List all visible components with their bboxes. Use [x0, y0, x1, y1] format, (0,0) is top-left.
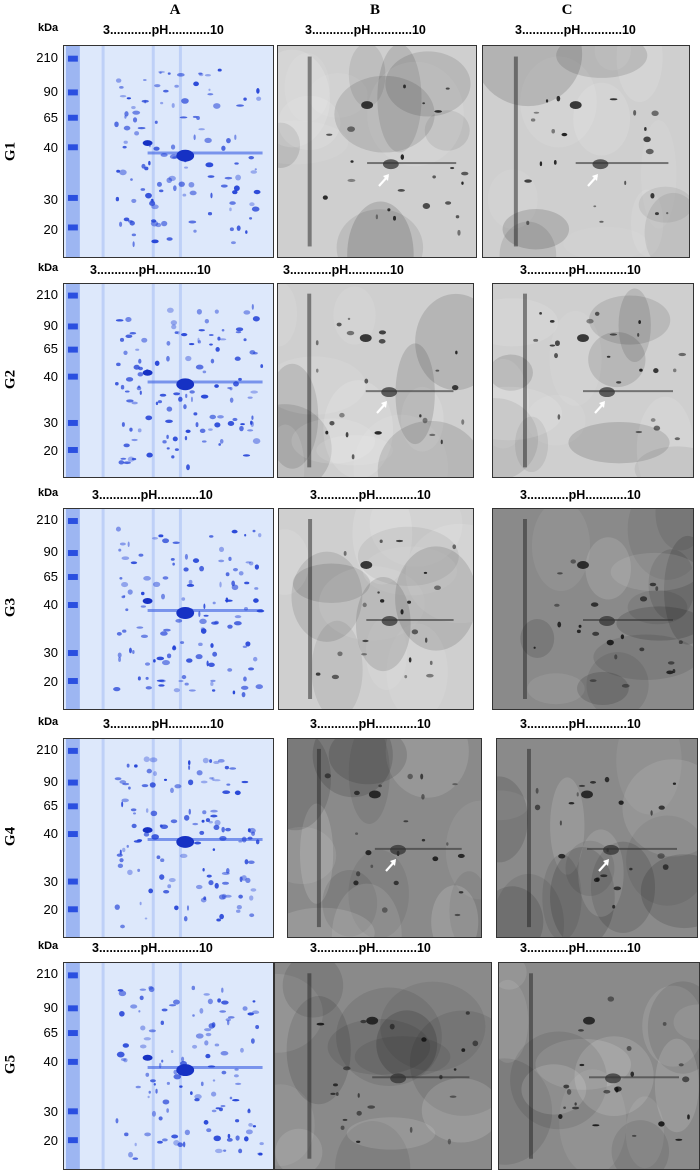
group-label-g1: G1	[2, 141, 19, 161]
white-arrow-icon	[375, 400, 389, 414]
ph-gradient-label-g4-c: 3............pH............10	[520, 717, 641, 731]
kda-label: kDa	[38, 262, 59, 274]
mw-marker-210: 210	[36, 742, 58, 757]
mw-marker-90: 90	[43, 544, 58, 560]
column-header-b: B	[369, 2, 380, 18]
ph-gradient-label-g3-b: 3............pH............10	[310, 488, 431, 502]
mw-marker-210: 210	[36, 966, 58, 982]
kda-label: kDa	[38, 940, 59, 952]
mw-marker-210: 210	[36, 49, 58, 65]
group-label-g3: G3	[2, 597, 19, 618]
western-blot-g3-b	[278, 508, 474, 710]
ph-gradient-label-g1-b: 3............pH............10	[305, 23, 426, 37]
ph-gradient-label-g1-a: 3............pH............10	[103, 23, 224, 37]
coomassie-gel-g4	[63, 738, 274, 938]
group-label-g5: G5	[2, 1054, 19, 1075]
ph-gradient-label-g1-c: 3............pH............10	[515, 23, 636, 37]
western-blot-g3-c	[492, 508, 694, 710]
mw-marker-30: 30	[43, 874, 58, 889]
ph-gradient-label-g4-b: 3............pH............10	[310, 717, 431, 731]
coomassie-gel-g3	[63, 508, 274, 710]
mw-marker-20: 20	[43, 221, 58, 237]
ph-gradient-label-g3-c: 3............pH............10	[520, 488, 641, 502]
mw-marker-65: 65	[43, 1024, 58, 1040]
white-arrow-icon	[597, 858, 611, 872]
coomassie-gel-g2	[63, 283, 274, 478]
kda-label: kDa	[38, 716, 59, 728]
mw-marker-65: 65	[43, 798, 58, 813]
mw-marker-30: 30	[43, 1103, 58, 1119]
white-arrow-icon	[384, 858, 398, 872]
mw-marker-90: 90	[43, 999, 58, 1015]
mw-marker-90: 90	[43, 317, 58, 333]
coomassie-gel-g1	[63, 45, 274, 258]
column-header-c: C	[561, 2, 573, 18]
ph-gradient-label-g2-a: 3............pH............10	[90, 263, 211, 277]
mw-marker-40: 40	[43, 826, 58, 841]
coomassie-gel-g5	[63, 962, 274, 1170]
ph-gradient-label-g5-c: 3............pH............10	[520, 941, 641, 955]
mw-marker-40: 40	[43, 140, 58, 156]
mw-marker-65: 65	[43, 341, 58, 357]
mw-marker-30: 30	[43, 415, 58, 431]
ph-gradient-label-g3-a: 3............pH............10	[92, 488, 213, 502]
mw-marker-30: 30	[43, 645, 58, 661]
western-blot-g4-b	[287, 738, 482, 938]
ph-gradient-label-g5-a: 3............pH............10	[92, 941, 213, 955]
ph-gradient-label-g4-a: 3............pH............10	[103, 717, 224, 731]
group-label-g4: G4	[2, 826, 19, 847]
mw-marker-90: 90	[43, 774, 58, 789]
mw-marker-20: 20	[43, 902, 58, 917]
mw-marker-65: 65	[43, 568, 58, 584]
ph-gradient-label-g2-c: 3............pH............10	[520, 263, 641, 277]
kda-label: kDa	[38, 22, 59, 34]
mw-marker-40: 40	[43, 368, 58, 384]
western-blot-g2-c	[492, 283, 694, 478]
column-header-a: A	[169, 2, 181, 18]
western-blot-g1-c	[482, 45, 690, 258]
mw-marker-210: 210	[36, 286, 58, 302]
mw-marker-210: 210	[36, 512, 58, 528]
white-arrow-icon	[593, 400, 607, 414]
mw-marker-20: 20	[43, 442, 58, 458]
western-blot-g4-c	[496, 738, 698, 938]
ph-gradient-label-g5-b: 3............pH............10	[310, 941, 431, 955]
western-blot-g5-b	[274, 962, 492, 1170]
mw-marker-90: 90	[43, 84, 58, 100]
mw-marker-40: 40	[43, 596, 58, 612]
white-arrow-icon	[586, 173, 600, 187]
western-blot-g2-b	[277, 283, 474, 478]
kda-label: kDa	[38, 487, 59, 499]
mw-marker-30: 30	[43, 191, 58, 207]
mw-marker-20: 20	[43, 673, 58, 689]
western-blot-g5-c	[498, 962, 700, 1170]
ph-gradient-label-g2-b: 3............pH............10	[283, 263, 404, 277]
group-label-g2: G2	[2, 369, 19, 389]
mw-marker-65: 65	[43, 110, 58, 126]
western-blot-g1-b	[277, 45, 477, 258]
mw-marker-20: 20	[43, 1132, 58, 1148]
white-arrow-icon	[377, 173, 391, 187]
mw-marker-40: 40	[43, 1053, 58, 1069]
